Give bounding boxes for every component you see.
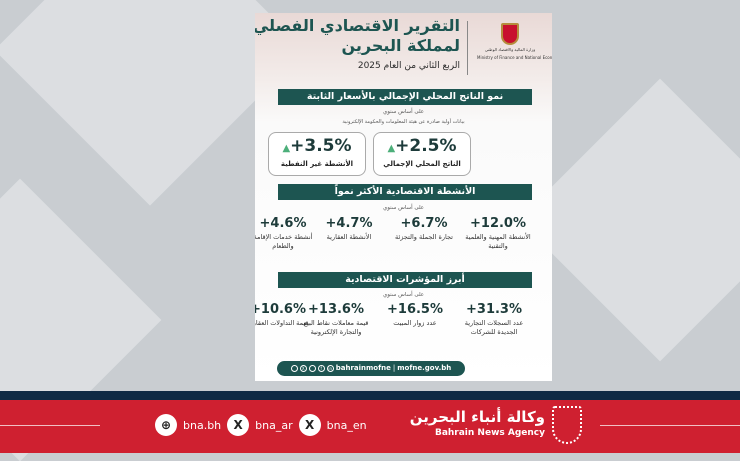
divider [467, 21, 468, 75]
activities-basis: على أساس سنوي [382, 205, 425, 211]
indicator-item: +13.6% قيمة معاملات نقاط البيع والتجارة ا… [303, 302, 369, 336]
indicator-item: +31.3% عدد السجلات التجارية الجديدة للشرك… [464, 302, 524, 336]
indicator-item: +16.5% عدد زوار المبيت [387, 302, 443, 327]
ministry-name-en: Ministry of Finance and National Economy [477, 55, 552, 60]
report-subtitle: الربع الثاني من العام 2025 [357, 61, 460, 71]
gdp-basis: على أساس سنوي [382, 109, 425, 115]
separator: | [392, 364, 396, 372]
bna-logo: وكالة أنباء البحرين Bahrain News Agency [400, 408, 545, 439]
website-link[interactable]: mofne.gov.bh [397, 364, 452, 372]
activity-item: +12.0% الأنشطة المهنية والعلمية والتقنية [465, 216, 531, 250]
social-handle[interactable]: bahrainmofne [335, 364, 391, 372]
infographic: التقرير الاقتصادي الفصلي لمملكة البحرين ا… [255, 13, 552, 381]
facebook-icon: f [317, 365, 325, 372]
globe-icon: ⊕ [155, 414, 177, 436]
bahrain-crest-icon [501, 23, 519, 45]
activities-band: الأنشطة الاقتصادية الأكثر نمواً [278, 184, 532, 200]
gdp-source: بيانات أولية صادرة عن هيئة المعلومات وال… [342, 119, 465, 125]
bna-site-link[interactable]: bna.bh [183, 418, 222, 432]
report-title: التقرير الاقتصادي الفصلي لمملكة البحرين [255, 16, 460, 55]
ministry-name: وزارة المالية والاقتصاد الوطني [484, 47, 536, 52]
activity-item: +4.6% أنشطة خدمات الإقامة والطعام [255, 216, 313, 250]
divider [0, 425, 100, 426]
up-arrow-icon: ▲ [387, 143, 396, 154]
activity-item: +6.7% تجارة الجملة والتجزئة [394, 216, 453, 241]
x-icon: X [298, 414, 321, 436]
x-icon: X [299, 365, 307, 372]
linkedin-icon: in [326, 365, 334, 372]
gdp-card: ▲+2.5% الناتج المحلي الإجمالي [373, 132, 471, 176]
bna-name-ar: وكالة أنباء البحرين [409, 408, 545, 426]
instagram-icon [290, 365, 298, 372]
footer-social: X f in bahrainmofne | mofne.gov.bh [277, 361, 465, 376]
indicator-item: +10.6%قيمة التداولات العقارية [255, 302, 309, 327]
x-icon: X [227, 414, 250, 436]
ministry-logo: وزارة المالية والاقتصاد الوطني Ministry … [477, 23, 552, 61]
up-arrow-icon: ▲ [282, 143, 291, 154]
indicators-band: أبرز المؤشرات الاقتصادية [278, 272, 532, 288]
divider [600, 425, 740, 426]
non-oil-card: ▲+3.5% الأنشطة غير النفطية [268, 132, 366, 176]
indicators-basis: على أساس سنوي [382, 292, 425, 298]
bna-x-en-link[interactable]: bna_en [326, 418, 367, 432]
bna-emblem-icon [552, 406, 582, 444]
bna-name-en: Bahrain News Agency [434, 428, 545, 438]
bna-x-ar-link[interactable]: bna_ar [255, 418, 293, 432]
gdp-band: نمو الناتج المحلي الإجمالي بالأسعار الثا… [278, 89, 532, 105]
activity-item: +4.7% الأنشطة العقارية [325, 216, 373, 241]
navy-strip [0, 391, 740, 400]
youtube-icon [308, 365, 316, 372]
